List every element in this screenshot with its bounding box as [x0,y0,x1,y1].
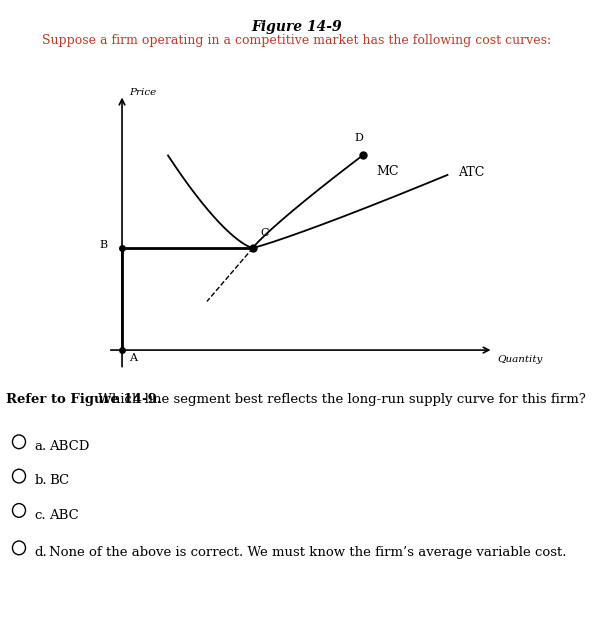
Text: ATC: ATC [458,166,484,179]
Text: Suppose a firm operating in a competitive market has the following cost curves:: Suppose a firm operating in a competitiv… [42,34,551,47]
Text: Figure 14-9: Figure 14-9 [251,20,342,34]
Text: ABCD: ABCD [49,440,90,453]
Text: BC: BC [49,474,69,487]
Text: A: A [129,353,137,363]
Text: D: D [355,134,364,144]
Text: Refer to Figure 14-9.: Refer to Figure 14-9. [6,393,161,406]
Text: B: B [100,240,108,250]
Text: Quantity: Quantity [497,355,543,364]
Text: MC: MC [377,165,399,178]
Text: c.: c. [34,509,46,522]
Text: Which line segment best reflects the long-run supply curve for this firm?: Which line segment best reflects the lon… [94,393,585,406]
Text: b.: b. [34,474,47,487]
Text: ABC: ABC [49,509,79,522]
Text: Price: Price [129,88,157,97]
Text: a.: a. [34,440,47,453]
Text: d.: d. [34,546,47,559]
Text: None of the above is correct. We must know the firm’s average variable cost.: None of the above is correct. We must kn… [49,546,567,559]
Text: C: C [260,228,269,238]
